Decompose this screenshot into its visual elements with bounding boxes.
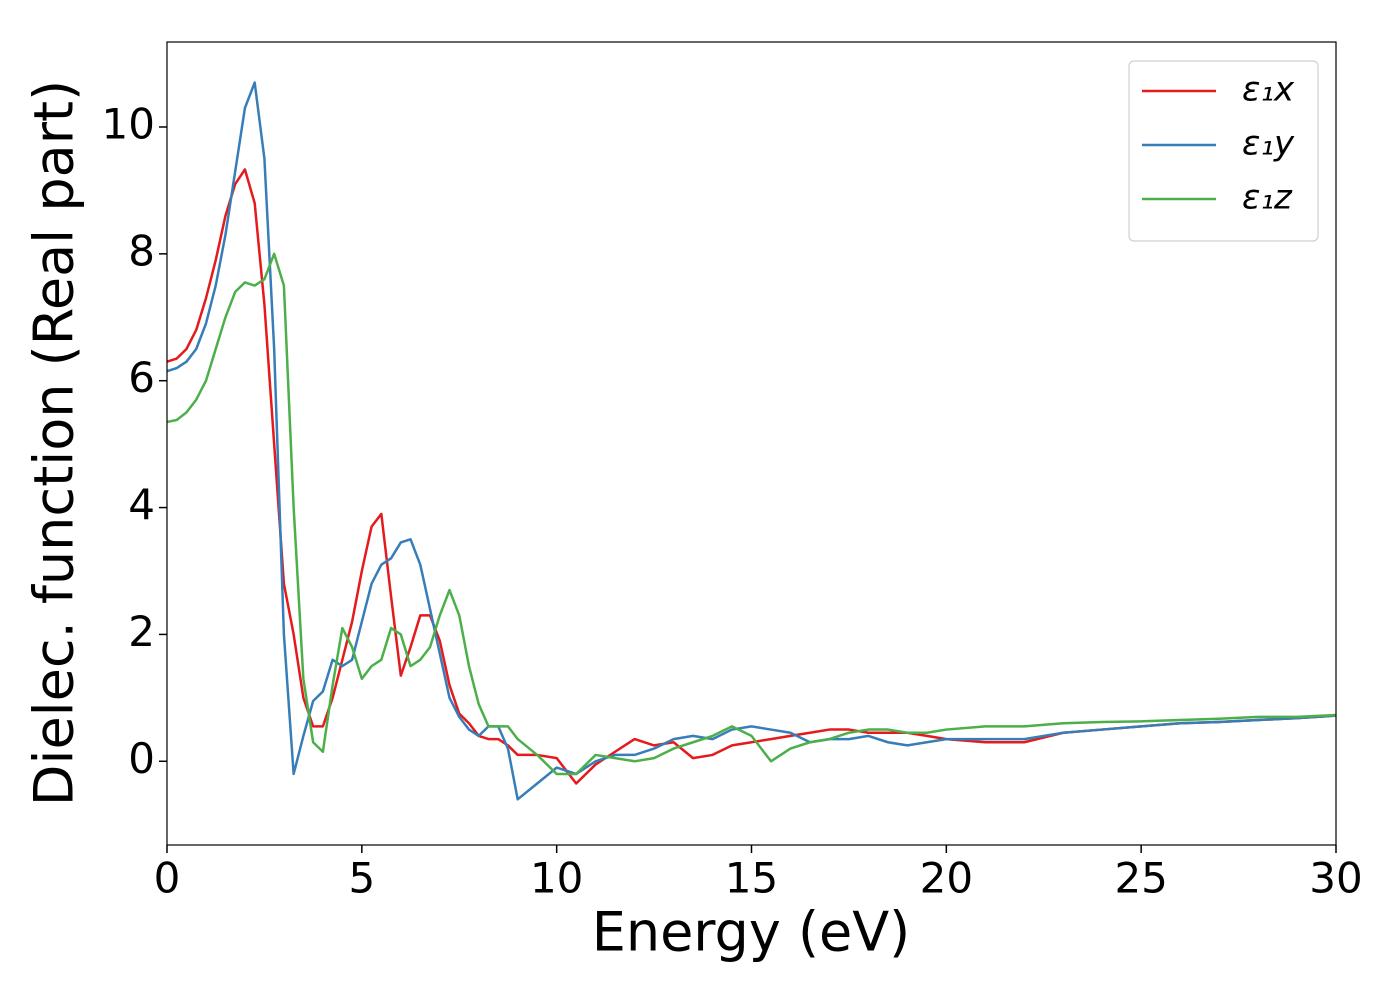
- y-tick-label: 4: [128, 480, 155, 529]
- y-tick-label: 8: [128, 226, 155, 275]
- line-series: [166, 252, 1337, 776]
- legend-box: [1128, 60, 1319, 242]
- x-tick-label: 20: [920, 854, 973, 903]
- y-tick-label: 0: [128, 734, 155, 783]
- x-tick-label: 5: [348, 854, 375, 903]
- x-tick-label: 15: [725, 854, 778, 903]
- legend-label: ε₁x: [1242, 70, 1295, 110]
- y-tick-label: 2: [128, 607, 155, 656]
- x-tick-label: 10: [530, 854, 583, 903]
- x-axis-label: Energy (eV): [592, 901, 911, 964]
- y-tick-label: 6: [128, 353, 155, 402]
- y-axis-label: Dielec. function (Real part): [23, 80, 86, 806]
- x-tick-label: 30: [1309, 854, 1362, 903]
- line-series: [166, 168, 1337, 785]
- x-tick-label: 0: [154, 854, 181, 903]
- x-tick-label: 25: [1114, 854, 1167, 903]
- plot-frame: [166, 41, 1337, 846]
- legend-label: ε₁z: [1242, 178, 1293, 218]
- legend-label: ε₁y: [1242, 124, 1295, 164]
- y-tick-label: 10: [102, 99, 155, 148]
